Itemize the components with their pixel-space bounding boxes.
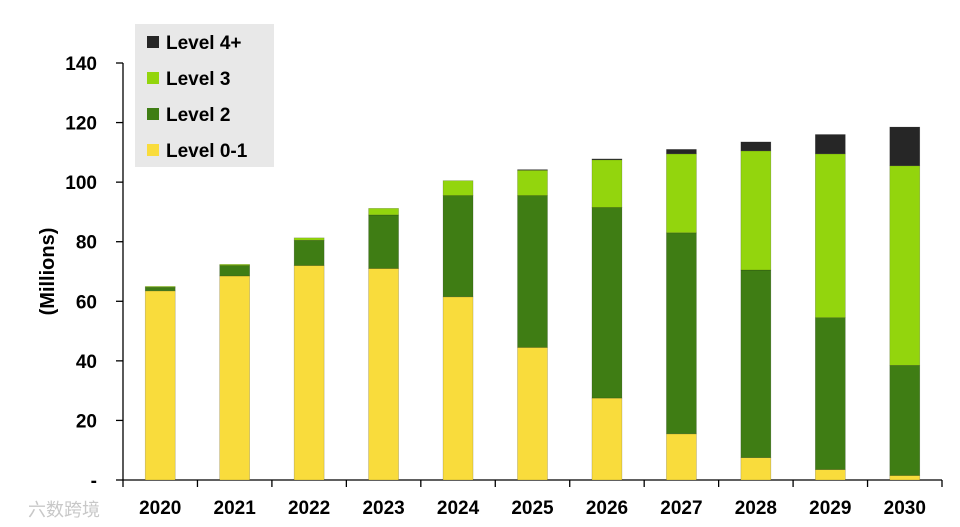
legend-label: Level 4+ <box>166 33 242 54</box>
bar-segment <box>889 126 921 167</box>
bar-segment <box>591 397 623 481</box>
bar-segment <box>740 150 772 271</box>
bar-segment <box>293 239 325 266</box>
bar-segment <box>740 269 772 458</box>
bar-segment <box>591 207 623 399</box>
legend: Level 4+ Level 3 Level 2 Level 0-1 <box>135 24 274 167</box>
bar-segment <box>740 141 772 152</box>
bar-segment <box>889 365 921 476</box>
x-tick-label: 2023 <box>362 498 404 519</box>
bar-segment <box>517 169 548 171</box>
bar-segment <box>666 153 697 234</box>
legend-swatch <box>147 36 159 48</box>
legend-swatch <box>147 72 159 84</box>
bar-segment <box>666 433 697 481</box>
bar-segment <box>815 469 846 481</box>
y-tick-label: 60 <box>76 292 97 313</box>
bar-segment <box>293 265 325 481</box>
y-tick-label: 140 <box>65 54 97 75</box>
y-tick-label: 100 <box>65 173 97 194</box>
y-tick-label: 20 <box>76 411 97 432</box>
bar-segment <box>442 180 474 196</box>
bar-segment <box>666 232 697 435</box>
bar-segment <box>144 290 176 481</box>
bar-segment <box>219 265 250 277</box>
y-axis-title: (Millions) <box>37 228 59 316</box>
x-tick-label: 2020 <box>139 498 181 519</box>
bar-segment <box>219 264 250 266</box>
x-tick-label: 2029 <box>809 498 851 519</box>
bar-segment <box>740 457 772 481</box>
bar-segment <box>368 214 399 269</box>
x-tick-label: 2030 <box>884 498 926 519</box>
bar-segment <box>144 286 176 292</box>
bar-segment <box>368 268 399 481</box>
legend-label: Level 3 <box>166 69 230 90</box>
y-tick-label: 80 <box>76 233 97 254</box>
x-axis: 2020 2021 2022 2023 2024 2025 2026 2027 2028 2029… <box>122 479 943 519</box>
legend-label: Level 2 <box>166 105 230 126</box>
watermark: 六数跨境 <box>28 500 100 521</box>
bar-segment <box>368 208 399 216</box>
legend-swatch <box>147 144 159 156</box>
y-tick-label: - <box>91 471 97 492</box>
x-tick-label: 2026 <box>586 498 628 519</box>
x-tick-label: 2021 <box>214 498 257 519</box>
bar-segment <box>591 159 623 208</box>
bar-segment <box>815 153 846 318</box>
bar-segment <box>517 195 548 348</box>
bars <box>144 126 921 481</box>
legend-label: Level 0-1 <box>166 141 248 162</box>
x-tick-label: 2024 <box>437 498 480 519</box>
bar-segment <box>889 165 921 366</box>
bar-segment <box>666 149 697 155</box>
bar-segment <box>517 169 548 196</box>
bar-segment <box>144 286 176 288</box>
y-tick-label: 40 <box>76 352 97 373</box>
bar-segment <box>889 475 921 481</box>
bar-segment <box>293 237 325 241</box>
bar-segment <box>442 296 474 481</box>
x-tick-label: 2028 <box>735 498 777 519</box>
x-tick-label: 2022 <box>288 498 330 519</box>
x-tick-label: 2027 <box>660 498 702 519</box>
legend-swatch <box>147 108 159 120</box>
bar-segment <box>591 158 623 161</box>
x-tick-label: 2025 <box>511 498 554 519</box>
bar-segment <box>517 347 548 481</box>
bar-segment <box>815 134 846 155</box>
bar-segment <box>442 195 474 298</box>
bar-segment <box>815 317 846 470</box>
bar-segment <box>219 275 250 481</box>
y-tick-label: 120 <box>65 114 97 135</box>
y-axis: - 20 40 60 80 100 120 140 <box>65 54 124 492</box>
